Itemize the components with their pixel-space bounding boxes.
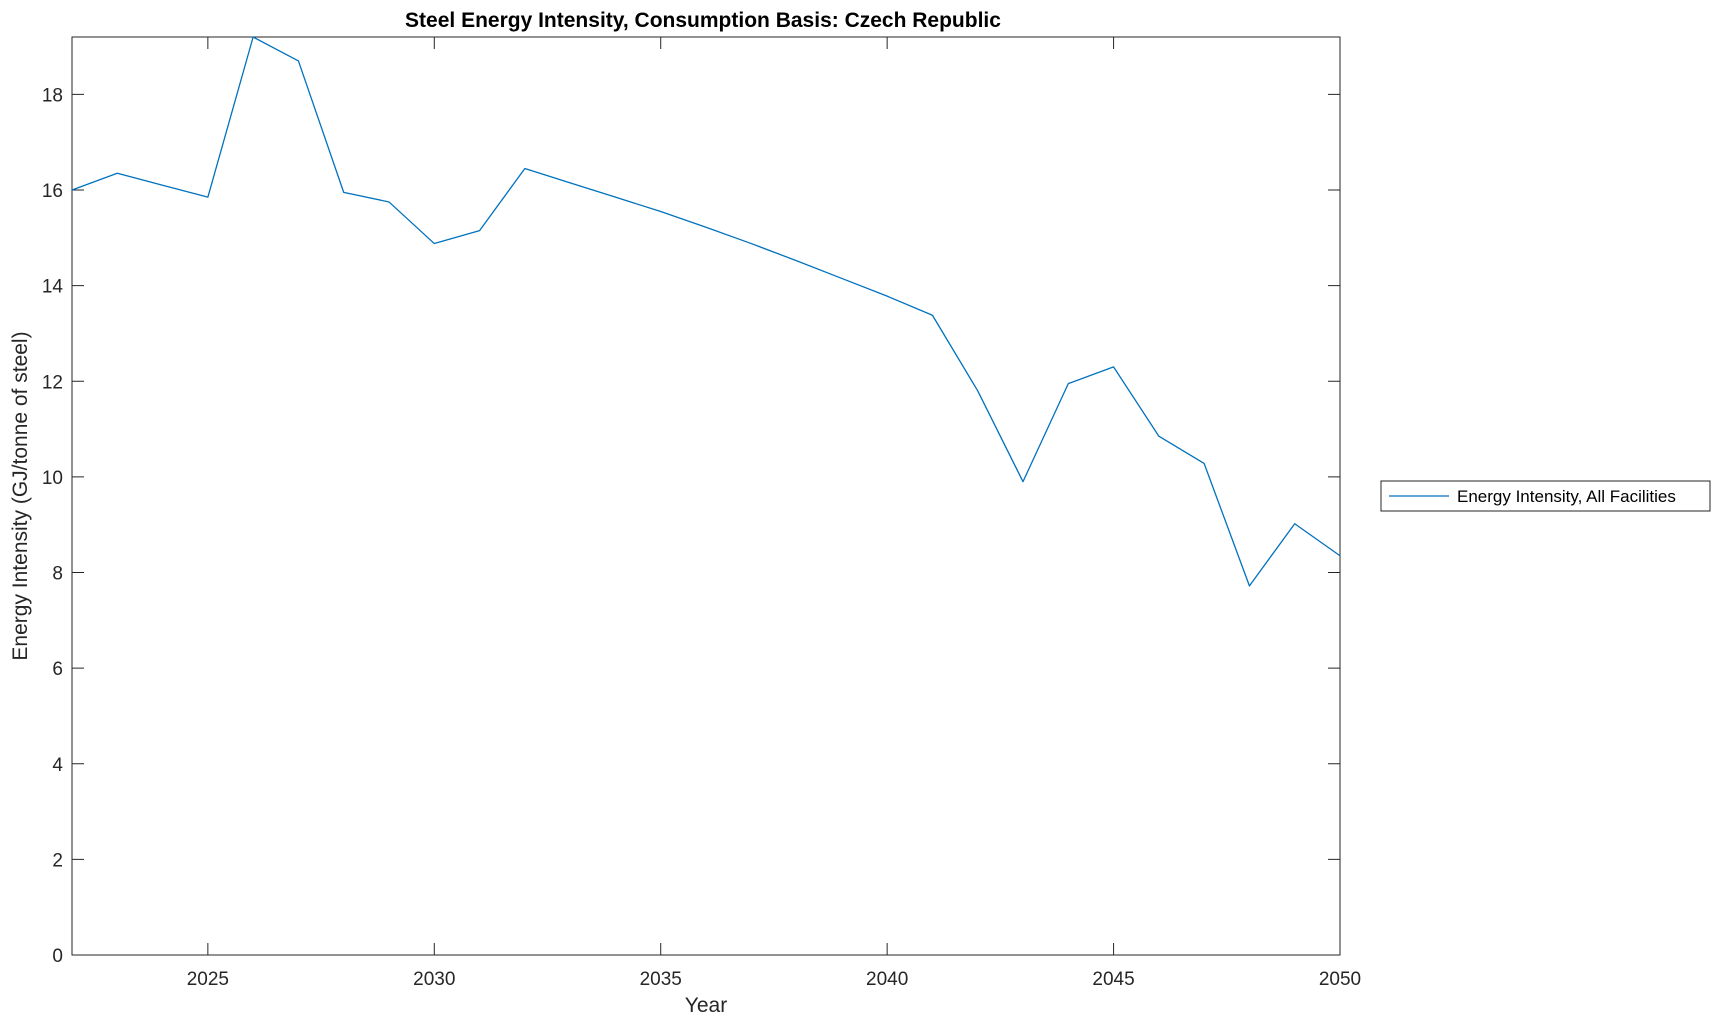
y-tick-label: 8 [52, 564, 63, 585]
plot-area [71, 36, 1341, 956]
y-tick-label: 2 [52, 850, 63, 871]
x-axis-label: Year [685, 994, 727, 1017]
legend-entry-label: Energy Intensity, All Facilities [1457, 487, 1676, 506]
x-tick-label: 2030 [413, 969, 455, 990]
x-tick-label: 2040 [866, 969, 908, 990]
series-layer [71, 36, 1341, 587]
y-tick-label: 16 [42, 181, 63, 202]
y-tick-label: 10 [42, 468, 63, 489]
x-tick-label: 2050 [1319, 969, 1361, 990]
y-tick-label: 0 [52, 946, 63, 967]
x-tick-label: 2035 [640, 969, 682, 990]
y-axis-label: Energy Intensity (GJ/tonne of steel) [9, 331, 32, 660]
legend: Energy Intensity, All Facilities [1380, 480, 1711, 512]
chart-title: Steel Energy Intensity, Consumption Basi… [405, 9, 1001, 32]
y-tick-label: 18 [42, 85, 63, 106]
y-tick-label: 14 [42, 277, 64, 298]
y-tick-label: 6 [52, 659, 63, 680]
y-tick-label: 4 [52, 755, 63, 776]
x-axis: 2025 2030 2035 2040 2045 2050 [187, 37, 1361, 990]
x-tick-label: 2045 [1092, 969, 1134, 990]
x-tick-label: 2025 [187, 969, 229, 990]
y-tick-label: 12 [42, 372, 63, 393]
series-line [71, 36, 1341, 587]
y-axis: 0 2 4 6 8 10 12 14 16 18 [42, 85, 1340, 967]
